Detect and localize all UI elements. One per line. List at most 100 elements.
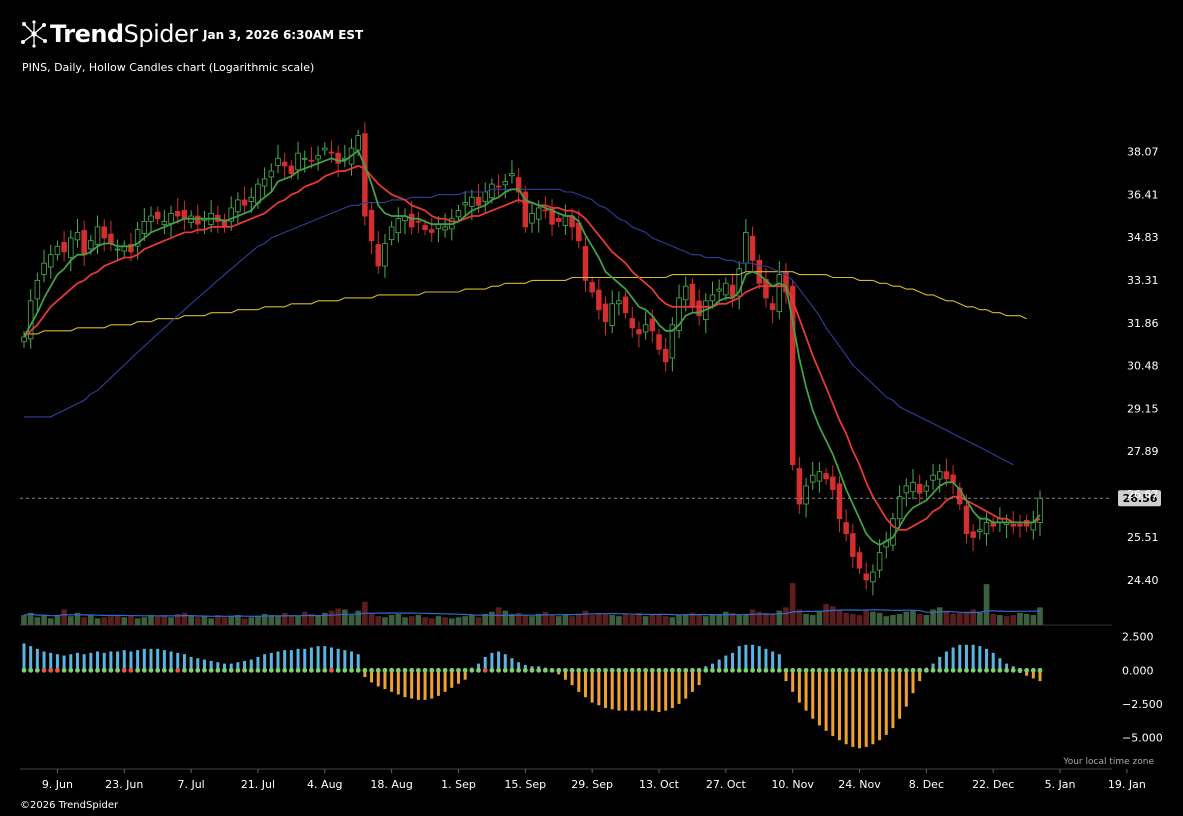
squeeze-dot bbox=[603, 667, 608, 673]
volume-bar bbox=[428, 618, 435, 625]
volume-bar bbox=[716, 613, 722, 625]
candle bbox=[315, 146, 321, 171]
candle bbox=[629, 307, 636, 338]
squeeze-dot bbox=[115, 667, 120, 673]
volume-bar bbox=[522, 615, 529, 625]
squeeze-dot bbox=[522, 667, 528, 673]
timezone-note: Your local time zone bbox=[1063, 757, 1154, 767]
candle-body bbox=[689, 283, 696, 308]
candle-body bbox=[709, 294, 716, 302]
squeeze-dot bbox=[75, 667, 80, 673]
volume-bar bbox=[248, 617, 255, 625]
candle-body bbox=[863, 573, 869, 581]
volume-bar bbox=[308, 613, 315, 625]
volume-bar bbox=[161, 615, 168, 625]
candle bbox=[549, 199, 555, 236]
candle-body bbox=[502, 181, 509, 186]
volume-bar bbox=[335, 608, 341, 625]
candle-body bbox=[776, 274, 783, 313]
candle-body bbox=[74, 232, 81, 241]
squeeze-dot bbox=[723, 667, 729, 673]
x-tick-label: 13. Oct bbox=[639, 778, 680, 791]
candle bbox=[54, 240, 61, 261]
volume-bar bbox=[281, 612, 288, 625]
candle bbox=[181, 200, 188, 231]
squeeze-dot bbox=[763, 667, 769, 673]
candle bbox=[322, 142, 328, 156]
candle-body bbox=[248, 196, 255, 202]
candle bbox=[950, 465, 956, 494]
volume-bar bbox=[843, 612, 849, 625]
squeeze-dot bbox=[456, 667, 461, 673]
candle-body bbox=[602, 303, 609, 323]
oscillator-axis: 2.500 0.000 −2.500 −5.000 bbox=[1122, 631, 1163, 745]
candle bbox=[749, 226, 756, 272]
candle bbox=[402, 208, 408, 235]
x-tick-label: 24. Nov bbox=[838, 778, 881, 791]
candle bbox=[141, 208, 148, 242]
oscillator-tick-label: −5.000 bbox=[1122, 732, 1163, 745]
squeeze-dot bbox=[476, 667, 481, 673]
volume-bar bbox=[94, 618, 101, 625]
candle bbox=[415, 211, 422, 234]
squeeze-dot bbox=[369, 667, 374, 673]
price-tick-label: 25.51 bbox=[1127, 531, 1159, 544]
squeeze-dot bbox=[616, 667, 622, 673]
candle bbox=[228, 196, 234, 231]
x-tick-label: 22. Dec bbox=[972, 778, 1014, 791]
squeeze-dot bbox=[382, 667, 388, 673]
candle-body bbox=[916, 483, 923, 494]
candle-body bbox=[830, 476, 836, 490]
volume-bar bbox=[261, 613, 268, 625]
squeeze-dot bbox=[449, 667, 455, 673]
candle-body bbox=[34, 279, 41, 300]
squeeze-dot bbox=[743, 667, 749, 673]
candle bbox=[910, 468, 916, 500]
squeeze-dot bbox=[643, 667, 649, 673]
candle-body bbox=[101, 226, 107, 239]
squeeze-dot bbox=[295, 667, 301, 673]
candle-body bbox=[235, 199, 241, 213]
volume-bar bbox=[863, 610, 870, 625]
candle bbox=[395, 207, 402, 243]
volume-bar bbox=[562, 615, 569, 625]
candle bbox=[268, 163, 275, 191]
x-tick-label: 8. Dec bbox=[909, 778, 944, 791]
volume-bar bbox=[596, 612, 602, 625]
x-axis: 9. Jun 23. Jun 7. Jul 21. Jul 4. Aug 18. Aug 1… bbox=[42, 769, 1146, 791]
squeeze-dot bbox=[676, 667, 682, 673]
squeeze-dot bbox=[248, 667, 254, 673]
squeeze-dot bbox=[977, 667, 983, 673]
candle-body bbox=[662, 348, 669, 363]
candle bbox=[281, 152, 288, 178]
candle-body bbox=[649, 318, 656, 332]
volume-bar bbox=[616, 616, 622, 625]
squeeze-dot bbox=[282, 667, 288, 673]
volume-bar bbox=[315, 615, 321, 625]
volume-bar bbox=[950, 613, 956, 625]
candle bbox=[609, 290, 615, 334]
candle-body bbox=[81, 230, 87, 256]
volume-bar bbox=[128, 616, 134, 625]
squeeze-dot bbox=[242, 667, 247, 673]
squeeze-dot bbox=[656, 667, 662, 673]
candle-body bbox=[542, 209, 549, 212]
candle-body bbox=[462, 202, 468, 206]
volume-bar bbox=[816, 611, 823, 625]
squeeze-dot bbox=[903, 667, 909, 673]
squeeze-dot bbox=[736, 667, 742, 673]
squeeze-dot bbox=[516, 667, 522, 673]
candle bbox=[388, 221, 395, 246]
volume-bar bbox=[342, 609, 348, 625]
squeeze-dot bbox=[362, 667, 368, 673]
volume-bar bbox=[662, 616, 669, 625]
candle-body bbox=[890, 518, 896, 546]
candle-body bbox=[522, 191, 529, 228]
squeeze-dot bbox=[870, 667, 876, 673]
volume-bar bbox=[114, 615, 121, 625]
squeeze-dot bbox=[549, 667, 555, 673]
candle bbox=[916, 474, 923, 505]
volume-bar bbox=[395, 613, 402, 625]
candle-body bbox=[181, 209, 188, 220]
